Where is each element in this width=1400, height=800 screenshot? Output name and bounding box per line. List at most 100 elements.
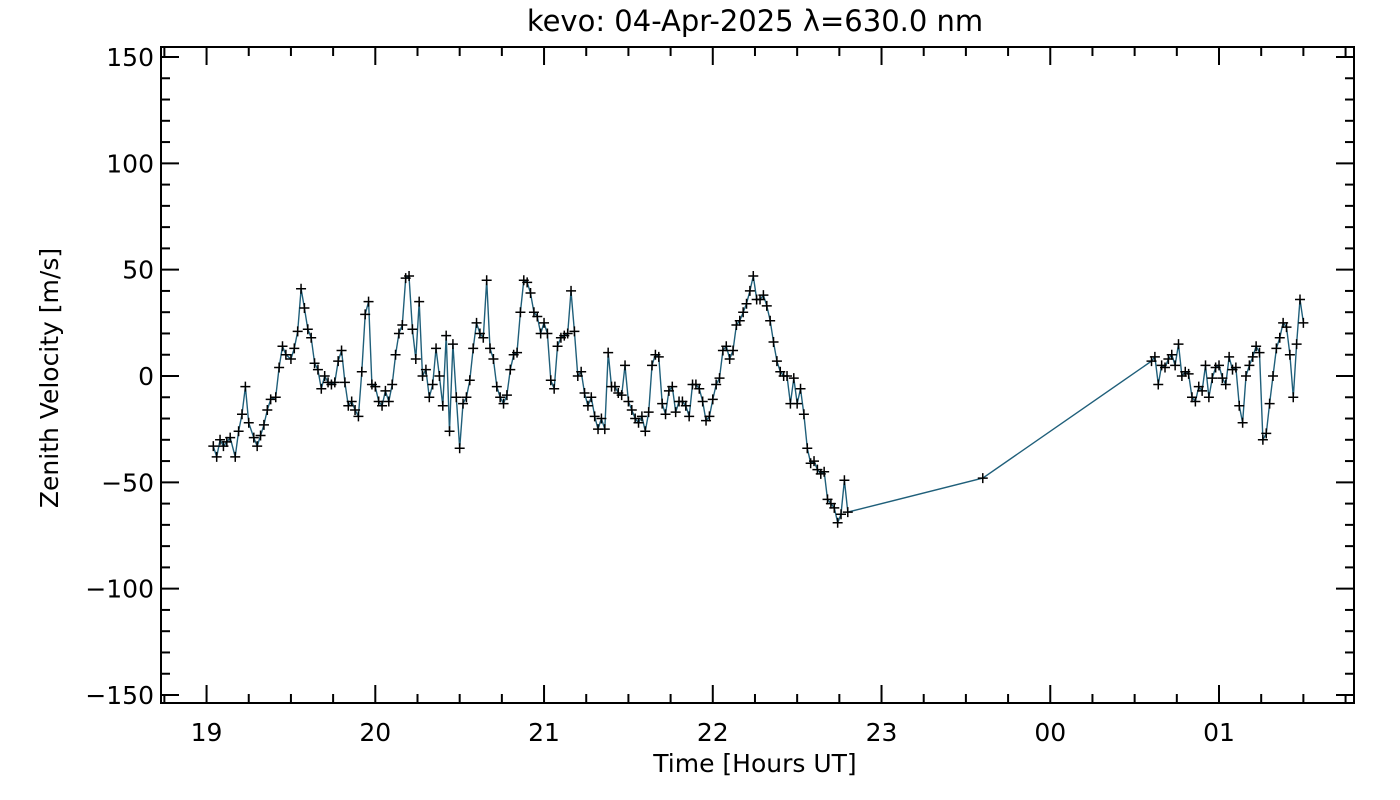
data-point-marker: [545, 375, 556, 386]
data-point-marker: [599, 424, 610, 435]
data-point-marker: [1173, 339, 1184, 350]
data-point-marker: [1261, 428, 1272, 439]
data-point-marker: [414, 296, 425, 307]
data-point-marker: [795, 383, 806, 394]
data-point-marker: [562, 328, 573, 339]
chart-title: kevo: 04-Apr-2025 λ=630.0 nm: [527, 4, 983, 38]
y-tick-label: −150: [85, 681, 154, 710]
data-point-marker: [270, 392, 281, 403]
data-point-marker: [468, 343, 479, 354]
data-point-marker: [302, 324, 313, 335]
x-tick-label: 21: [528, 718, 560, 747]
data-point-marker: [761, 300, 772, 311]
data-point-marker: [461, 392, 472, 403]
data-point-marker: [434, 371, 445, 381]
data-point-marker: [711, 379, 722, 390]
data-point-marker: [299, 302, 310, 313]
data-point-marker: [225, 432, 236, 443]
data-point-marker: [495, 392, 506, 403]
data-point-marker: [417, 371, 428, 381]
data-point-marker: [512, 347, 523, 358]
data-point-marker: [255, 430, 266, 441]
data-point-marker: [694, 383, 705, 394]
data-point-marker: [248, 432, 259, 443]
data-point-marker: [977, 473, 988, 484]
data-point-marker: [277, 341, 288, 352]
data-point-marker: [582, 400, 593, 411]
data-point-marker: [626, 405, 637, 416]
data-point-marker: [1203, 392, 1214, 403]
data-point-marker: [842, 507, 853, 518]
y-tick-label: 0: [138, 362, 154, 391]
data-point-marker: [515, 307, 526, 318]
data-point-marker: [1207, 373, 1218, 384]
data-point-marker: [356, 366, 367, 377]
data-point-marker: [383, 396, 394, 407]
data-point-marker: [1295, 294, 1305, 305]
data-point-marker: [309, 358, 320, 369]
data-point-marker: [377, 400, 388, 411]
y-tick-label: 150: [106, 43, 154, 72]
data-point-marker: [768, 336, 779, 347]
data-point-marker: [616, 390, 627, 401]
data-point-marker: [312, 364, 323, 375]
data-point-marker: [350, 405, 361, 416]
data-point-marker: [576, 366, 587, 377]
data-point-marker: [721, 341, 732, 352]
data-point-marker: [441, 330, 452, 341]
series-line: [212, 274, 1305, 526]
data-point-marker: [748, 271, 759, 282]
data-point-marker: [603, 347, 614, 358]
data-point-marker: [660, 409, 671, 420]
x-tick-label: 00: [1034, 718, 1066, 747]
data-point-marker: [230, 451, 241, 462]
data-point-marker: [657, 398, 668, 409]
data-point-marker: [765, 315, 776, 326]
data-point-marker: [579, 388, 590, 399]
data-point-marker: [333, 356, 344, 367]
data-point-marker: [1160, 362, 1171, 373]
data-point-marker: [478, 332, 489, 343]
data-point-marker: [782, 371, 793, 381]
data-point-marker: [319, 371, 330, 381]
data-point-marker: [738, 307, 749, 318]
y-axis-label: Zenith Velocity [m/s]: [35, 248, 64, 508]
data-point-marker: [471, 317, 482, 328]
data-point-marker: [454, 443, 465, 454]
data-point-marker: [274, 362, 285, 373]
data-point-marker: [397, 319, 408, 330]
plot-frame: [160, 46, 1355, 704]
data-point-marker: [289, 343, 300, 354]
data-point-marker: [505, 364, 516, 375]
data-point-marker: [404, 271, 415, 282]
data-point-marker: [1284, 349, 1295, 360]
data-point-marker: [240, 381, 251, 392]
data-point-marker: [215, 434, 226, 445]
data-point-marker: [258, 419, 269, 430]
data-point-marker: [1153, 379, 1164, 390]
data-point-marker: [285, 353, 296, 364]
data-point-marker: [488, 353, 499, 364]
data-point-marker: [1241, 371, 1252, 381]
data-point-marker: [744, 285, 755, 296]
data-point-marker: [336, 345, 347, 356]
data-point-marker: [532, 311, 543, 322]
data-point-marker: [522, 277, 533, 288]
data-point-marker: [280, 349, 291, 360]
data-point-marker: [697, 396, 708, 407]
data-point-marker: [839, 475, 850, 486]
data-point-marker: [1251, 341, 1262, 352]
data-point-marker: [464, 375, 475, 386]
data-point-marker: [339, 377, 350, 388]
data-point-marker: [370, 381, 381, 392]
data-point-marker: [501, 390, 512, 401]
data-point-marker: [387, 379, 398, 390]
data-point-marker: [566, 285, 577, 296]
data-point-marker: [437, 400, 448, 411]
data-point-marker: [707, 394, 718, 405]
data-point-marker: [208, 441, 219, 452]
data-point-marker: [643, 407, 654, 418]
data-point-marker: [1271, 343, 1282, 354]
data-point-marker: [728, 345, 739, 356]
data-point-marker: [792, 398, 803, 409]
